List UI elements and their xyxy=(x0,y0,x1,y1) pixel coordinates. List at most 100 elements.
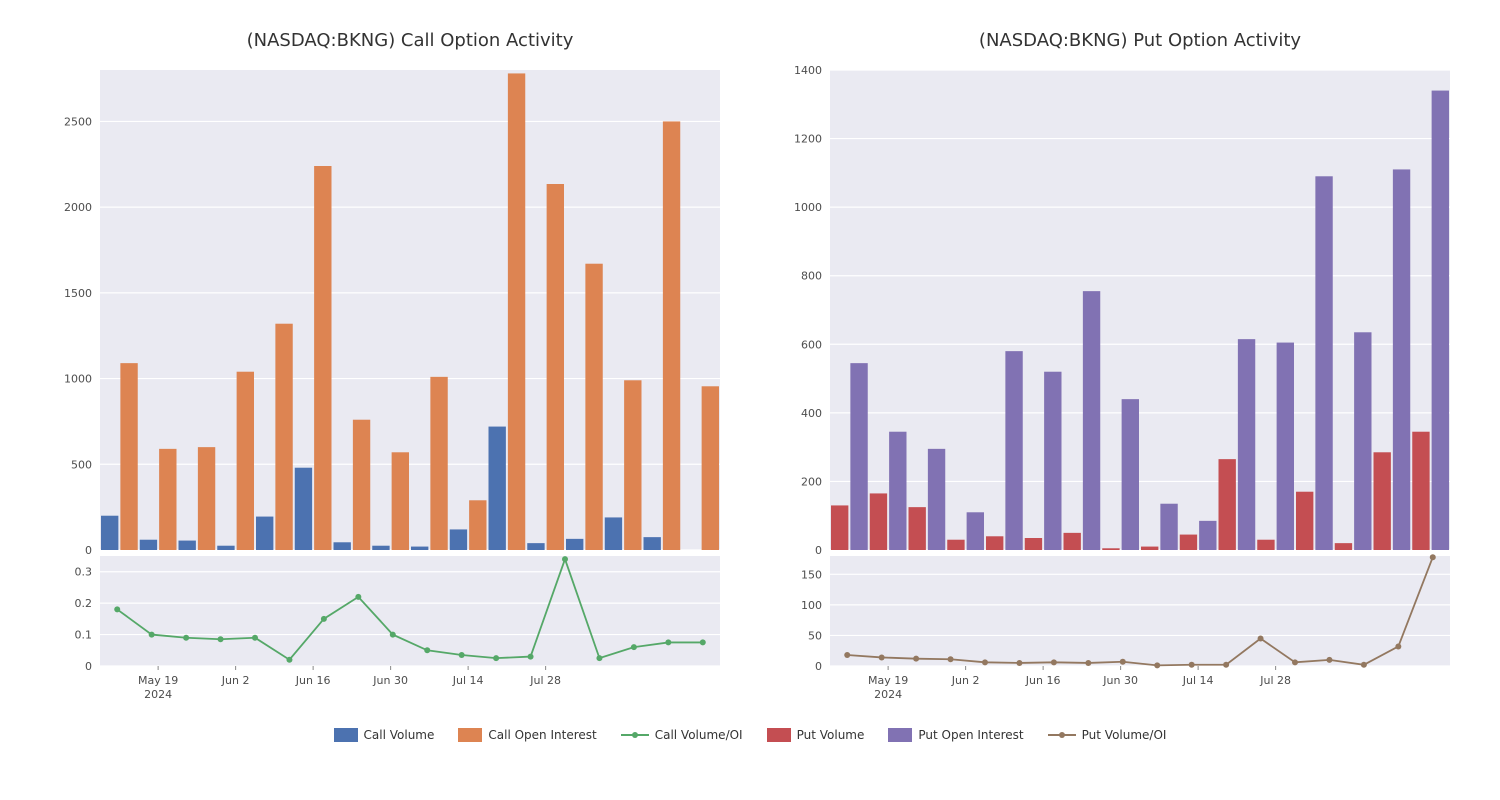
x-tick-label: May 19 xyxy=(868,674,908,687)
chart-title: (NASDAQ:BKNG) Put Option Activity xyxy=(979,30,1301,51)
call-volume-bar xyxy=(256,517,273,550)
y-tick-label: 400 xyxy=(801,407,822,420)
ratio-y-tick-label: 100 xyxy=(801,599,822,612)
call-volume-bar xyxy=(295,468,312,550)
ratio-point xyxy=(1016,660,1022,666)
call-open-interest-bar xyxy=(237,372,254,550)
x-tick-label: Jul 28 xyxy=(1259,674,1291,687)
x-tick-label: Jun 30 xyxy=(372,674,408,687)
y-tick-label: 800 xyxy=(801,270,822,283)
x-tick-label: Jun 2 xyxy=(951,674,980,687)
y-tick-label: 0 xyxy=(85,544,92,557)
legend-label: Put Volume xyxy=(797,728,865,742)
put-volume-bar xyxy=(1180,535,1197,550)
legend-item: Put Volume xyxy=(767,728,865,742)
y-tick-label: 2500 xyxy=(64,115,92,128)
ratio-y-tick-label: 0 xyxy=(85,660,92,673)
call-open-interest-bar xyxy=(663,121,680,550)
call-panel: (NASDAQ:BKNG) Call Option Activity050010… xyxy=(40,20,730,720)
put-volume-bar xyxy=(1257,540,1274,550)
ratio-point xyxy=(493,655,499,661)
put-open-interest-bar xyxy=(1160,504,1177,550)
put-volume-bar xyxy=(1412,432,1429,550)
y-tick-label: 0 xyxy=(815,544,822,557)
ratio-y-tick-label: 50 xyxy=(808,629,822,642)
put-open-interest-bar xyxy=(928,449,945,550)
put-open-interest-bar xyxy=(1083,291,1100,550)
put-open-interest-bar xyxy=(1315,176,1332,550)
y-tick-label: 600 xyxy=(801,338,822,351)
put-volume-bar xyxy=(1102,548,1119,550)
ratio-y-tick-label: 0 xyxy=(815,660,822,673)
ratio-point xyxy=(321,616,327,622)
legend-label: Put Volume/OI xyxy=(1082,728,1167,742)
chart-title: (NASDAQ:BKNG) Call Option Activity xyxy=(247,30,574,51)
call-open-interest-bar xyxy=(624,380,641,550)
call-volume-bar xyxy=(411,547,428,550)
ratio-point xyxy=(1292,659,1298,665)
legend-item: Put Volume/OI xyxy=(1048,728,1167,742)
ratio-point xyxy=(1361,662,1367,668)
x-year-label: 2024 xyxy=(874,688,902,701)
call-open-interest-bar xyxy=(585,264,602,550)
legend-line xyxy=(1048,734,1076,736)
put-open-interest-bar xyxy=(889,432,906,550)
ratio-point xyxy=(1326,657,1332,663)
legend-label: Put Open Interest xyxy=(918,728,1023,742)
ratio-point xyxy=(562,556,568,562)
call-open-interest-bar xyxy=(469,500,486,550)
x-tick-label: Jun 30 xyxy=(1102,674,1138,687)
put-volume-bar xyxy=(1374,452,1391,550)
ratio-y-tick-label: 0.3 xyxy=(75,566,93,579)
ratio-point xyxy=(913,656,919,662)
ratio-point xyxy=(631,644,637,650)
put-volume-bar xyxy=(1025,538,1042,550)
put-volume-bar xyxy=(1335,543,1352,550)
y-tick-label: 1400 xyxy=(794,64,822,77)
put-open-interest-bar xyxy=(1354,332,1371,550)
ratio-point xyxy=(1430,554,1436,560)
call-chart-svg: (NASDAQ:BKNG) Call Option Activity050010… xyxy=(40,20,730,720)
call-open-interest-bar xyxy=(159,449,176,550)
y-tick-label: 1200 xyxy=(794,133,822,146)
x-tick-label: Jun 2 xyxy=(221,674,250,687)
put-open-interest-bar xyxy=(1393,169,1410,550)
call-volume-bar xyxy=(179,541,196,550)
x-tick-label: Jun 16 xyxy=(295,674,331,687)
put-volume-bar xyxy=(1219,459,1236,550)
ratio-point xyxy=(424,647,430,653)
call-volume-bar xyxy=(450,529,467,550)
put-open-interest-bar xyxy=(967,512,984,550)
put-panel: (NASDAQ:BKNG) Put Option Activity0200400… xyxy=(770,20,1460,720)
put-volume-bar xyxy=(1064,533,1081,550)
ratio-point xyxy=(1189,662,1195,668)
legend-item: Put Open Interest xyxy=(888,728,1023,742)
y-tick-label: 1000 xyxy=(794,201,822,214)
ratio-point xyxy=(982,659,988,665)
legend-label: Call Volume xyxy=(364,728,435,742)
legend: Call Volume Call Open Interest Call Volume… xyxy=(20,728,1480,742)
legend-item: Call Volume/OI xyxy=(621,728,743,742)
put-volume-bar xyxy=(1296,492,1313,550)
put-open-interest-bar xyxy=(1199,521,1216,550)
ratio-point xyxy=(665,639,671,645)
call-open-interest-bar xyxy=(120,363,137,550)
legend-item: Call Open Interest xyxy=(458,728,596,742)
put-volume-bar xyxy=(831,505,848,550)
legend-label: Call Volume/OI xyxy=(655,728,743,742)
ratio-point xyxy=(1051,659,1057,665)
ratio-point xyxy=(459,652,465,658)
legend-swatch xyxy=(458,728,482,742)
ratio-point xyxy=(879,654,885,660)
ratio-point xyxy=(390,632,396,638)
ratio-point xyxy=(114,606,120,612)
legend-item: Call Volume xyxy=(334,728,435,742)
ratio-y-tick-label: 0.1 xyxy=(75,629,93,642)
call-open-interest-bar xyxy=(547,184,564,550)
ratio-point xyxy=(1395,643,1401,649)
put-volume-bar xyxy=(947,540,964,550)
call-volume-bar xyxy=(334,542,351,550)
put-open-interest-bar xyxy=(1432,91,1449,550)
call-open-interest-bar xyxy=(198,447,215,550)
ratio-point xyxy=(1258,636,1264,642)
